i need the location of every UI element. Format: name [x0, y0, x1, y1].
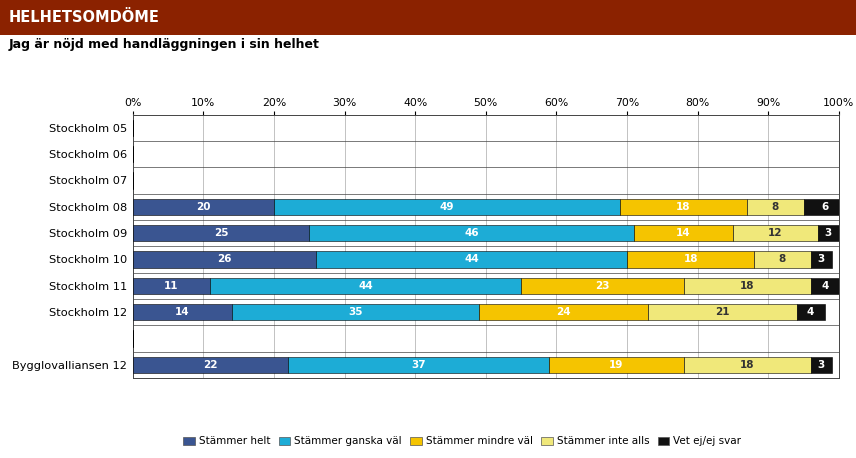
Text: 21: 21	[715, 307, 729, 317]
Bar	[804, 198, 846, 215]
Text: Jag är nöjd med handläggningen i sin helhet: Jag är nöjd med handläggningen i sin hel…	[9, 38, 319, 50]
Bar	[683, 356, 811, 373]
Bar	[754, 251, 811, 267]
Bar	[550, 356, 683, 373]
Text: 37: 37	[412, 360, 426, 370]
Bar	[521, 278, 683, 294]
Text: 18: 18	[676, 202, 691, 212]
Bar	[627, 251, 754, 267]
Text: 24: 24	[556, 307, 571, 317]
Bar	[309, 225, 634, 241]
Text: 18: 18	[740, 360, 754, 370]
Text: 14: 14	[175, 307, 189, 317]
Bar	[231, 304, 479, 320]
Bar	[811, 251, 832, 267]
Text: 23: 23	[595, 281, 609, 291]
Bar	[288, 356, 550, 373]
Text: 4: 4	[821, 281, 829, 291]
Bar	[479, 304, 648, 320]
Text: 14: 14	[676, 228, 691, 238]
Text: 6: 6	[821, 202, 829, 212]
Text: 44: 44	[359, 281, 373, 291]
Text: 11: 11	[164, 281, 179, 291]
Bar	[133, 304, 231, 320]
Bar	[133, 225, 309, 241]
Bar	[634, 225, 733, 241]
Bar	[811, 356, 832, 373]
Legend: Stämmer helt, Stämmer ganska väl, Stämmer mindre väl, Stämmer inte alls, Vet ej/: Stämmer helt, Stämmer ganska väl, Stämme…	[179, 432, 746, 451]
Bar	[811, 278, 839, 294]
Text: 18: 18	[740, 281, 754, 291]
Bar	[683, 278, 811, 294]
Text: 22: 22	[203, 360, 217, 370]
Bar	[274, 198, 620, 215]
Bar	[133, 198, 274, 215]
Text: 20: 20	[196, 202, 211, 212]
Text: 35: 35	[348, 307, 362, 317]
Text: 18: 18	[683, 254, 698, 264]
Bar	[211, 278, 521, 294]
Text: 49: 49	[440, 202, 455, 212]
Bar	[747, 198, 804, 215]
Bar	[133, 356, 288, 373]
Text: 19: 19	[609, 360, 624, 370]
Bar	[648, 304, 797, 320]
Bar	[133, 251, 317, 267]
Bar	[817, 225, 839, 241]
Text: 4: 4	[807, 307, 814, 317]
Text: 46: 46	[464, 228, 479, 238]
Bar	[796, 304, 825, 320]
Text: 8: 8	[779, 254, 786, 264]
Text: 8: 8	[772, 202, 779, 212]
Text: 3: 3	[817, 254, 825, 264]
Text: 25: 25	[214, 228, 229, 238]
Text: 44: 44	[464, 254, 479, 264]
Text: 12: 12	[768, 228, 782, 238]
Bar	[620, 198, 747, 215]
Bar	[317, 251, 627, 267]
Text: HELHETSOMDÖME: HELHETSOMDÖME	[9, 10, 159, 25]
Text: 26: 26	[217, 254, 232, 264]
Text: 3: 3	[817, 360, 825, 370]
Bar	[733, 225, 817, 241]
Bar	[133, 278, 211, 294]
Text: 3: 3	[824, 228, 832, 238]
